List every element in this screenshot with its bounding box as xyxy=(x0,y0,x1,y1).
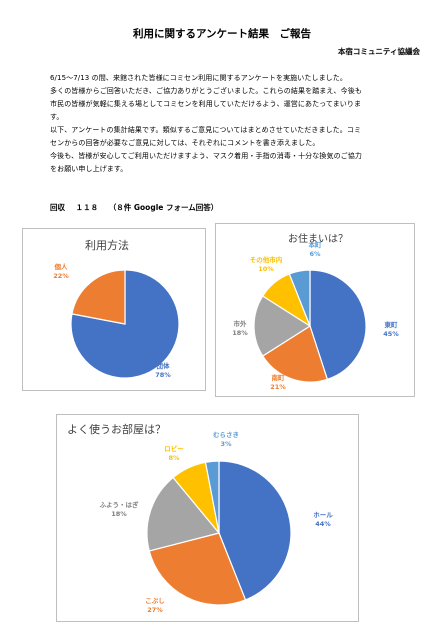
slice-category: その他市内 xyxy=(249,256,283,264)
pie-slice xyxy=(261,325,329,383)
slice-percent: 44% xyxy=(315,520,331,528)
pie-slice xyxy=(288,269,311,327)
pie-slice xyxy=(146,476,221,552)
body-line: センからの回答が必要なご意見に対しては、それぞれにコメントを書き添えました。 xyxy=(50,139,320,147)
body-line: をお願い申し上げます。 xyxy=(50,165,128,173)
slice-category: ふよう・はぎ xyxy=(99,501,139,509)
slice-percent: 78% xyxy=(155,371,171,379)
usage-method-chart: 利用方法 団体 78% 個人 22% xyxy=(22,228,206,391)
slice-percent: 18% xyxy=(111,510,127,518)
slice-category: 南町 xyxy=(271,374,285,382)
slice-category: むらさき xyxy=(213,431,239,439)
organization-name: 本宿コミュニティ協議会 xyxy=(337,47,420,56)
room-usage-chart: よく使うお部屋は？ ホール 44% こぶし 27% ふよう・はぎ 18% ロビー 8% むらさき… xyxy=(56,414,359,622)
slice-category: 団体 xyxy=(156,362,170,370)
slice-percent: 22% xyxy=(53,272,69,280)
slice-label: 個人 22% xyxy=(53,263,69,281)
pie-chart-svg xyxy=(146,460,292,606)
slice-category: 東町 xyxy=(384,321,398,329)
slice-percent: 45% xyxy=(383,330,399,338)
pie-slice xyxy=(309,269,367,381)
slice-percent: 18% xyxy=(232,329,248,337)
pie-chart-svg xyxy=(253,269,367,383)
slice-label: ふよう・はぎ 18% xyxy=(100,501,139,519)
body-line: 多くの皆様からご回答いただき、ご協力ありがとうございました。これらの結果を踏まえ… xyxy=(50,87,362,95)
slice-percent: 27% xyxy=(147,606,163,614)
chart-title: 利用方法 xyxy=(85,239,129,252)
pie-slice xyxy=(204,460,220,534)
chart-title: よく使うお部屋は？ xyxy=(67,423,166,436)
slice-category: 市外 xyxy=(233,320,247,328)
body-line: 今後も、皆様が安心してご利用いただけますよう、マスク着用・手指の消毒・十分な換気… xyxy=(50,152,362,160)
responses-line: 回収 １１８ （８件 Google フォーム回答） xyxy=(50,202,226,213)
responses-label: 回収 xyxy=(50,203,65,212)
slice-percent: 21% xyxy=(270,383,286,391)
pie-slice xyxy=(218,460,292,601)
slice-label: ロビー 8% xyxy=(164,445,184,463)
slice-label: 東町 45% xyxy=(383,321,399,339)
slice-label: むらさき 3% xyxy=(213,431,239,449)
slice-category: ホール xyxy=(313,511,333,519)
responses-note: （８件 Google フォーム回答） xyxy=(108,203,219,212)
slice-category: こぶし xyxy=(145,597,165,605)
responses-count: １１８ xyxy=(75,203,99,212)
slice-category: ロビー xyxy=(164,445,184,453)
slice-label: 南町 21% xyxy=(270,374,286,392)
document-title: 利用に関するアンケート結果 ご報告 xyxy=(132,28,312,40)
body-line: 以下、アンケートの集計結果です。類似するご意見についてはまとめさせていただきまし… xyxy=(50,126,362,134)
slice-percent: 6% xyxy=(309,250,321,258)
slice-percent: 8% xyxy=(168,454,180,462)
slice-percent: 10% xyxy=(258,265,274,273)
residence-chart: お住まいは？ 東町 45% 南町 21% 市外 18% その他市内 10% 本町 6% xyxy=(215,223,415,397)
slice-label: 市外 18% xyxy=(232,320,248,338)
slice-percent: 3% xyxy=(220,440,232,448)
slice-category: 個人 xyxy=(54,263,68,271)
body-text: 6/15～7/13 の間、来館された皆様にコミセン利用に関するアンケートを実施い… xyxy=(50,72,426,176)
slice-label: 本町 6% xyxy=(309,241,322,259)
body-line: す。 xyxy=(50,113,64,121)
chart-title: お住まいは？ xyxy=(288,234,348,245)
pie-chart-svg xyxy=(70,269,180,379)
slice-label: 団体 78% xyxy=(155,362,171,380)
slice-label: こぶし 27% xyxy=(145,597,165,615)
slice-category: 本町 xyxy=(308,241,322,249)
pie-slice xyxy=(148,532,247,606)
pie-slice xyxy=(71,269,126,325)
body-line: 6/15～7/13 の間、来館された皆様にコミセン利用に関するアンケートを実施い… xyxy=(50,74,347,82)
pie-slice xyxy=(253,295,312,357)
slice-label: ホール 44% xyxy=(313,511,333,529)
slice-label: その他市内 10% xyxy=(250,256,283,274)
body-line: 市民の皆様が気軽に集える場としてコミセンを利用していただけるよう、運営にあたって… xyxy=(50,100,362,108)
